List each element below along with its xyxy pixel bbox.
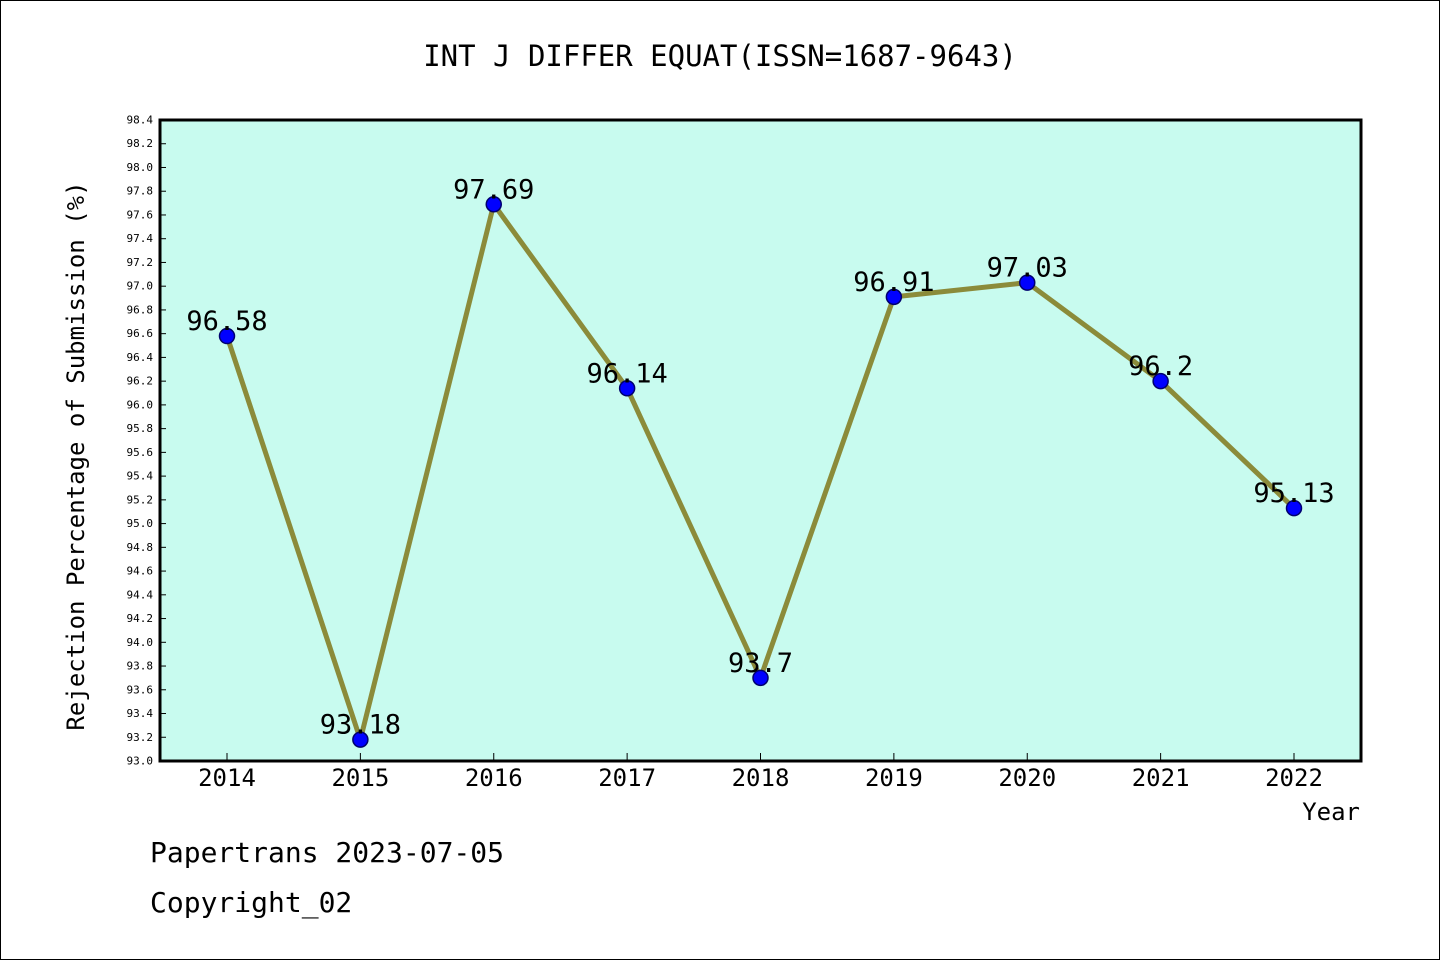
y-tick-label: 95.8: [127, 422, 154, 435]
x-tick-label: 2018: [732, 764, 790, 792]
y-tick-label: 97.4: [127, 232, 154, 245]
y-tick-label: 97.8: [127, 185, 154, 198]
data-point: [352, 731, 369, 748]
y-tick-label: 96.4: [127, 351, 154, 364]
data-label: 96.14: [586, 358, 667, 389]
x-tick-label: 2016: [465, 764, 523, 792]
data-label: 95.13: [1253, 478, 1334, 509]
y-axis-label: Rejection Percentage of Submission (%): [62, 181, 90, 730]
x-tick-label: 2022: [1265, 764, 1323, 792]
y-tick-label: 94.6: [127, 565, 154, 578]
data-point: [1019, 274, 1036, 291]
y-tick-label: 93.4: [127, 707, 154, 720]
y-tick-label: 96.8: [127, 303, 154, 316]
x-tick-label: 2014: [198, 764, 256, 792]
y-tick-label: 94.4: [127, 588, 154, 601]
data-point: [752, 669, 769, 687]
y-tick-label: 95.4: [127, 470, 154, 483]
x-tick-label: 2017: [598, 764, 656, 792]
x-tick-label: 2020: [998, 764, 1056, 792]
x-tick-label: 2015: [331, 764, 389, 792]
data-point: [485, 196, 502, 213]
y-tick-label: 95.0: [127, 517, 154, 530]
y-tick-label: 93.0: [127, 755, 154, 768]
y-tick-label: 95.2: [127, 493, 154, 506]
data-point: [1285, 499, 1303, 517]
y-tick-label: 98.0: [127, 161, 154, 174]
y-tick-label: 97.6: [127, 208, 154, 221]
y-tick-label: 93.8: [127, 660, 154, 673]
y-tick-label: 95.6: [127, 446, 154, 459]
y-tick-label: 98.4: [127, 114, 154, 127]
footer-copyright: Copyright_02: [150, 886, 353, 919]
x-axis-ticks: 2014 2015 2016 2017 2018 2019 2020 2021 2022: [198, 753, 1323, 792]
y-tick-label: 96.6: [127, 327, 154, 340]
x-tick-label: 2021: [1132, 764, 1190, 792]
y-tick-label: 98.2: [127, 137, 154, 150]
data-label: 97.69: [453, 174, 534, 205]
data-point: [618, 380, 636, 397]
y-tick-label: 97.2: [127, 256, 154, 269]
data-label: 96.91: [853, 267, 934, 298]
plot-area: [158, 118, 1363, 763]
data-labels: 96.58 93.18 97.69 96.14 93.7 96.91 97.03 96.2 95…: [186, 174, 1334, 740]
data-label: 96.58: [186, 306, 267, 337]
data-point: [1152, 372, 1169, 390]
y-tick-label: 94.2: [127, 612, 154, 625]
data-label: 93.7: [728, 648, 793, 679]
data-markers: [218, 196, 1303, 748]
y-tick-label: 93.6: [127, 683, 154, 696]
y-tick-label: 97.0: [127, 280, 154, 293]
y-axis-ticks: 93.0 93.2 93.4 93.6 93.8 94.0 94.2 94.4 94.6 94.8…: [127, 114, 166, 768]
x-tick-label: 2019: [865, 764, 923, 792]
data-point: [885, 288, 903, 306]
y-tick-label: 96.0: [127, 398, 154, 411]
chart-title: INT J DIFFER EQUAT(ISSN=1687-9643): [423, 39, 1017, 73]
data-point: [218, 327, 236, 345]
y-tick-label: 94.8: [127, 541, 154, 554]
y-tick-label: 94.0: [127, 636, 154, 649]
footer-source: Papertrans 2023-07-05: [150, 836, 505, 869]
y-tick-label: 96.2: [127, 375, 154, 388]
y-tick-label: 93.2: [127, 731, 154, 744]
data-label: 96.2: [1128, 351, 1193, 382]
data-label: 93.18: [320, 710, 401, 741]
x-axis-label: Year: [1302, 798, 1360, 826]
data-label: 97.03: [987, 253, 1068, 284]
